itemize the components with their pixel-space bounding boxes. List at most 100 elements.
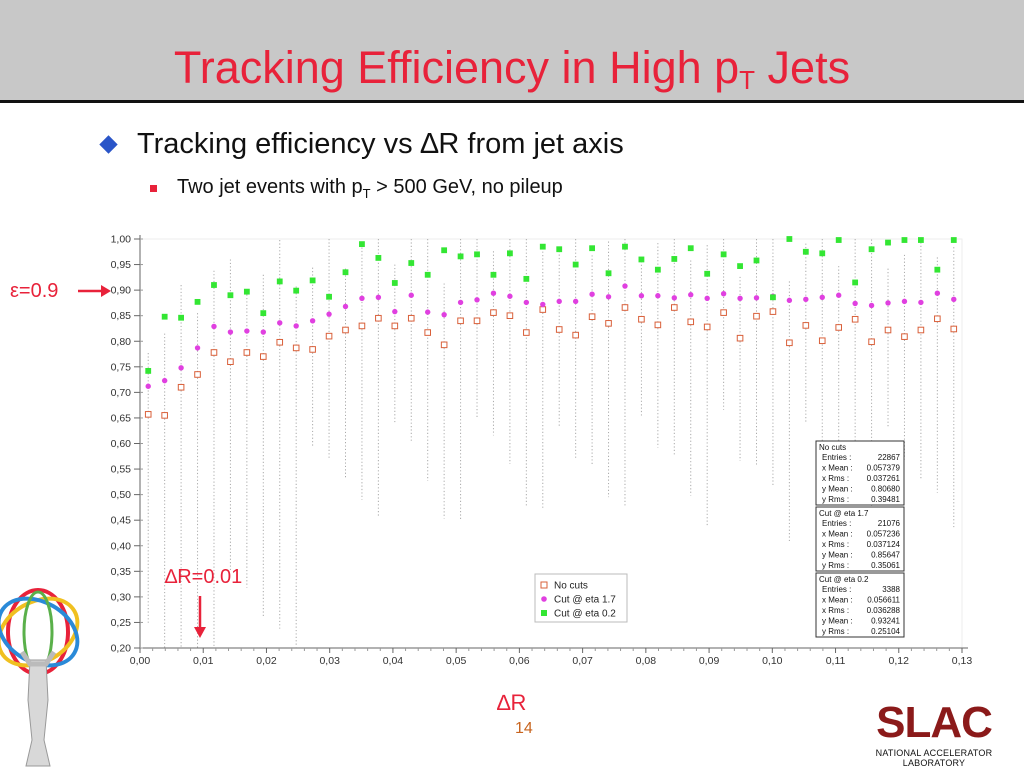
data-point-eta02 [572,261,579,268]
data-point-no-cuts [391,322,399,330]
data-point-no-cuts [884,326,892,334]
stats-row-value: 0.037261 [867,474,901,483]
data-point-eta17 [540,301,546,308]
stats-row-value: 0.39481 [871,495,900,504]
stats-row-value: 21076 [878,519,901,528]
data-point-no-cuts [457,317,464,325]
stats-box-title: No cuts [819,443,846,452]
data-point-eta17 [819,294,825,300]
legend-marker-no-cuts [540,581,548,589]
data-point-no-cuts [523,329,530,336]
data-point-eta17 [803,296,809,303]
data-point-eta02 [622,243,628,250]
stats-row-label: Entries : [822,453,851,462]
slac-logo-text: SLAC [876,698,993,747]
x-tick-label: 0,06 [509,655,530,667]
data-point-eta02 [934,266,941,273]
data-point-no-cuts [325,332,333,340]
data-point-eta02 [885,239,891,246]
stats-row-value: 0.057379 [867,464,901,473]
data-point-eta02 [326,293,332,300]
y-tick-label: 0,95 [111,259,132,271]
data-point-eta02 [638,256,645,263]
data-point-no-cuts [506,312,514,319]
y-tick-label: 0,50 [111,489,132,501]
x-tick-label: 0,10 [762,655,783,667]
data-point-no-cuts [786,339,793,347]
data-point-no-cuts [671,304,678,311]
stats-row-value: 0.80680 [871,485,900,494]
atlas-logo-icon [0,588,80,767]
stats-row-label: x Mean : [822,464,853,473]
data-point-no-cuts [292,344,300,352]
data-point-eta17 [425,309,431,315]
data-point-eta17 [523,299,530,306]
title-main: Tracking Efficiency in High p [173,42,740,93]
data-point-no-cuts [194,371,201,378]
data-point-eta02 [770,294,776,301]
stats-row-label: x Rms : [822,606,849,615]
data-point-eta02 [359,241,365,248]
data-point-no-cuts [572,331,579,339]
data-point-no-cuts [703,323,711,331]
stats-row-label: y Rms : [822,495,849,504]
x-tick-label: 0,03 [319,655,340,667]
x-tick-label: 0,00 [130,655,151,667]
data-point-no-cuts [309,346,316,353]
y-tick-label: 0,40 [111,540,132,552]
data-point-no-cuts [588,313,596,321]
y-tick-label: 0,75 [111,361,132,373]
data-point-no-cuts [260,353,267,360]
data-point-no-cuts [424,329,431,336]
dr-annotation: ∆R=0.01 [165,566,243,588]
data-point-no-cuts [243,349,251,356]
page-number: 14 [515,720,533,737]
data-point-no-cuts [720,309,727,316]
data-point-eta17 [622,283,628,289]
stats-box-title: Cut @ eta 1.7 [819,509,869,518]
legend-marker-eta17 [541,596,547,602]
data-point-no-cuts [490,309,497,316]
data-point-eta17 [951,296,957,303]
data-point-eta02 [786,236,793,242]
stats-row-value: 0.037124 [867,540,901,549]
data-point-no-cuts [177,383,185,391]
data-point-eta02 [918,237,924,243]
data-point-no-cuts [851,315,859,323]
data-point-eta02 [737,263,743,269]
data-point-eta02 [802,248,809,255]
data-point-no-cuts [950,325,958,333]
x-tick-label: 0,13 [952,655,973,667]
data-point-no-cuts [161,412,168,419]
data-point-eta17 [326,311,332,317]
data-point-eta17 [556,298,562,305]
stats-row-label: y Mean : [822,551,853,560]
data-point-eta02 [145,368,152,374]
stats-row-value: 0.35061 [871,561,900,570]
data-point-no-cuts [818,337,826,345]
data-point-no-cuts [440,341,448,349]
data-point-eta17 [161,377,168,384]
square-bullet-icon [150,185,157,192]
x-tick-label: 0,12 [889,655,910,667]
data-point-eta17 [852,300,858,307]
x-tick-label: 0,02 [256,655,277,667]
stats-row-value: 0.057236 [867,530,901,539]
title-end: Jets [755,42,851,93]
stats-row-value: 0.056611 [867,596,900,605]
data-point-eta02 [490,271,497,278]
stats-box [815,440,905,506]
data-point-eta02 [194,298,201,305]
data-point-no-cuts [276,338,284,346]
data-point-eta17 [244,328,250,334]
y-tick-label: 0,20 [111,643,132,655]
data-point-eta02 [671,256,678,262]
data-point-eta17 [605,294,612,300]
data-point-eta17 [901,298,908,305]
stats-row-value: 0.85647 [871,551,900,560]
x-axis-label: ∆R [497,690,527,715]
data-point-eta02 [556,246,563,253]
data-point-eta17 [457,299,464,306]
data-point-eta02 [720,251,727,258]
